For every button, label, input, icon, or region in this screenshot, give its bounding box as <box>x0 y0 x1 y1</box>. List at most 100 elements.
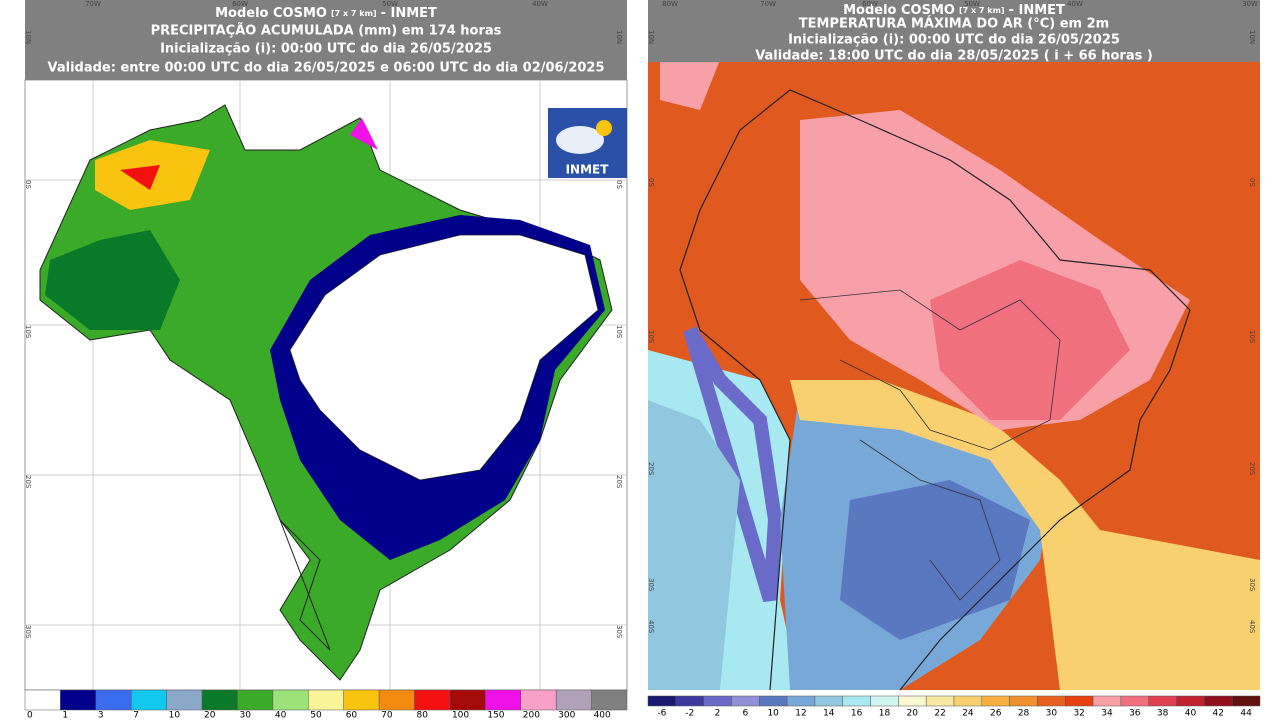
colorbar-label: 40 <box>275 711 287 721</box>
header-validity: Validade: 18:00 UTC do dia 28/05/2025 ( … <box>755 49 1153 64</box>
colorbar-label: -6 <box>657 709 666 719</box>
colorbar-swatch <box>703 695 732 707</box>
lon-label: 40W <box>532 0 548 8</box>
colorbar-label: 150 <box>487 711 504 721</box>
colorbar-swatch <box>870 695 899 707</box>
lat-label: 10N <box>647 30 655 44</box>
lat-label: 0S <box>24 180 32 189</box>
header-init: Inicialização (i): 00:00 UTC do dia 26/0… <box>788 33 1120 48</box>
colorbar-swatch <box>1148 695 1177 707</box>
colorbar-label: 10 <box>169 711 181 721</box>
colorbar-swatch <box>953 695 983 707</box>
colorbar-label: 30 <box>1046 709 1058 719</box>
colorbar-swatch <box>485 689 522 711</box>
lon-label: 70W <box>760 0 776 8</box>
colorbar-swatch <box>1092 695 1122 707</box>
source: - INMET <box>1009 3 1065 18</box>
colorbar-label: 22 <box>934 709 945 719</box>
colorbar-label: 36 <box>1129 709 1141 719</box>
colorbar-swatch <box>1065 695 1094 707</box>
colorbar-label: 14 <box>823 709 835 719</box>
colorbar-label: 18 <box>879 709 891 719</box>
temperature-map <box>648 60 1260 691</box>
colorbar-swatch <box>981 695 1010 707</box>
header-model: Modelo COSMO [7 x 7 km] - INMET <box>843 3 1065 18</box>
colorbar-swatch <box>201 689 238 711</box>
lon-label: 70W <box>85 0 101 8</box>
colorbar-label: 60 <box>346 711 358 721</box>
model: Modelo COSMO <box>215 6 327 21</box>
source: - INMET <box>381 6 437 21</box>
lat-label: 30S <box>615 625 623 639</box>
header-title: TEMPERATURA MÁXIMA DO AR (°C) em 2m <box>799 16 1109 32</box>
header-model: Modelo COSMO [7 x 7 km] - INMET <box>215 6 437 21</box>
colorbar-label: 38 <box>1157 709 1169 719</box>
lat-label: 30S <box>1248 578 1256 592</box>
colorbar-swatch <box>449 689 486 711</box>
colorbar-swatch <box>647 695 677 707</box>
colorbar-swatch <box>378 689 415 711</box>
lat-label: 10S <box>24 325 32 339</box>
lat-label: 20S <box>1248 462 1256 476</box>
lon-label: 60W <box>862 0 878 8</box>
lat-label: 10N <box>1248 30 1256 44</box>
colorbar-swatch <box>1231 695 1261 707</box>
colorbar-label: 42 <box>1213 709 1224 719</box>
colorbar-swatch <box>520 689 557 711</box>
resolution: [7 x 7 km] <box>959 6 1005 15</box>
lat-label: 10S <box>615 325 623 339</box>
header-title: PRECIPITAÇÃO ACUMULADA (mm) em 174 horas <box>151 23 502 39</box>
header-bg <box>25 0 627 80</box>
header-bg <box>648 0 1260 62</box>
colorbar-swatch <box>1176 695 1205 707</box>
colorbar-swatch <box>1037 695 1066 707</box>
lon-label: 60W <box>232 0 248 8</box>
header-init: Inicialização (i): 00:00 UTC do dia 26/0… <box>160 42 492 57</box>
header-validity: Validade: entre 00:00 UTC do dia 26/05/2… <box>47 61 604 76</box>
lon-label: 80W <box>662 0 678 8</box>
colorbar-label: 12 <box>795 709 806 719</box>
colorbar-swatch <box>842 695 871 707</box>
logo-text: INMET <box>566 163 610 177</box>
colorbar-label: 28 <box>1018 709 1030 719</box>
colorbar-swatch <box>555 689 592 711</box>
lat-label: 30S <box>647 578 655 592</box>
colorbar-label: 200 <box>523 711 540 721</box>
colorbar-swatch <box>166 689 203 711</box>
colorbar-swatch <box>272 689 309 711</box>
colorbar-label: 26 <box>990 709 1002 719</box>
colorbar-label: 44 <box>1240 709 1252 719</box>
colorbar-swatch <box>1204 695 1233 707</box>
lat-label: 20S <box>615 475 623 489</box>
lat-label: 40S <box>1248 620 1256 634</box>
colorbar-swatch <box>414 689 451 711</box>
panel: Modelo COSMO [7 x 7 km] - INMET PRECIPITAÇÃ… <box>24 0 628 721</box>
lat-label: 20S <box>24 475 32 489</box>
colorbar-label: 7 <box>133 711 139 721</box>
colorbar-swatch <box>675 695 704 707</box>
colorbar-label: -2 <box>685 709 694 719</box>
colorbar-swatch <box>343 689 380 711</box>
colorbar-label: 34 <box>1101 709 1113 719</box>
lat-label: 10N <box>615 30 623 44</box>
colorbar-label: 300 <box>558 711 575 721</box>
colorbar-label: 1 <box>62 711 68 721</box>
colorbar-swatch <box>898 695 927 707</box>
colorbar-label: 400 <box>594 711 611 721</box>
colorbar-swatch <box>308 689 344 711</box>
colorbar-label: 70 <box>381 711 393 721</box>
lat-label: 20S <box>647 462 655 476</box>
colorbar-label: 80 <box>417 711 429 721</box>
lon-label: 40W <box>1067 0 1083 8</box>
colorbar-swatch <box>95 689 132 711</box>
lon-label: 50W <box>964 0 980 8</box>
colorbar-swatch <box>237 689 274 711</box>
lat-label: 10S <box>1248 330 1256 344</box>
colorbar-label: 40 <box>1185 709 1197 719</box>
lat-label: 10S <box>647 330 655 344</box>
colorbar-swatch <box>759 695 788 707</box>
lat-label: 0S <box>1248 178 1256 187</box>
colorbar-label: 20 <box>907 709 919 719</box>
colorbar-label: 2 <box>715 709 721 719</box>
